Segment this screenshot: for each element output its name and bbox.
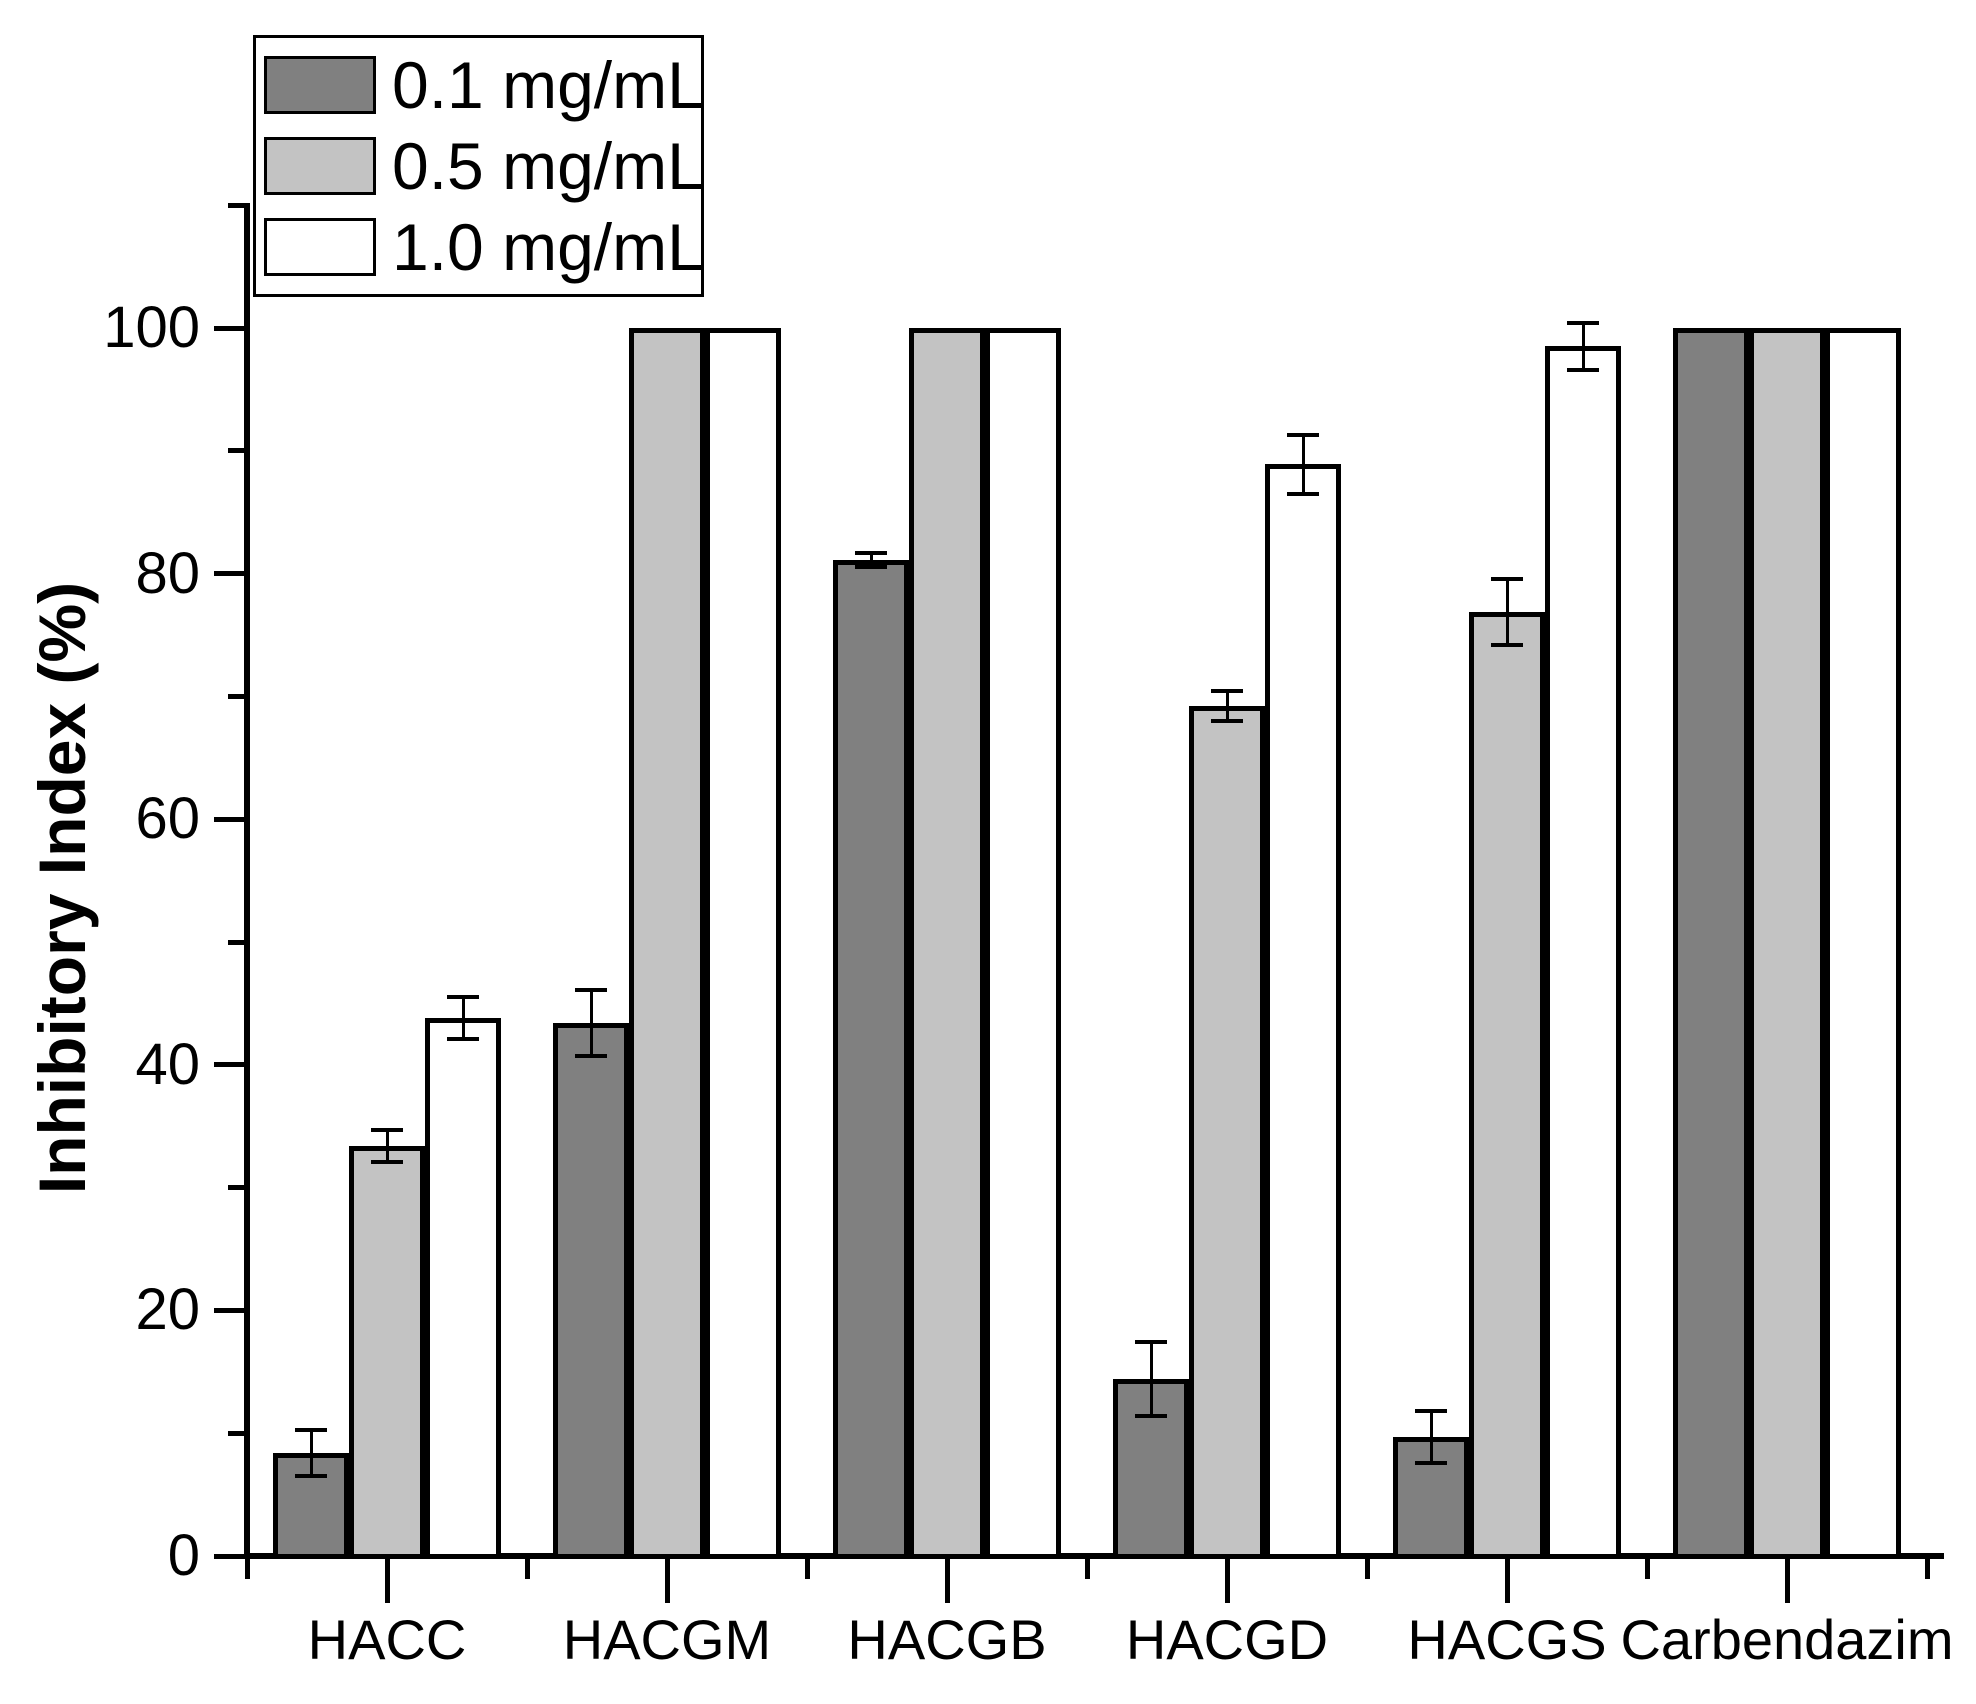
y-minor-tick bbox=[228, 693, 244, 699]
error-bar bbox=[1505, 578, 1509, 645]
error-bar-cap-top bbox=[447, 995, 479, 1000]
y-major-tick bbox=[214, 325, 244, 331]
x-category-label: HACGS bbox=[1407, 1608, 1607, 1671]
bar-1.0mg/mL-HACGD bbox=[1265, 464, 1341, 1559]
x-category-label: HACGB bbox=[847, 1608, 1047, 1671]
legend: 0.1 mg/mL 0.5 mg/mL 1.0 mg/mL bbox=[253, 35, 704, 297]
error-bar bbox=[309, 1429, 313, 1477]
error-bar bbox=[461, 997, 465, 1039]
error-bar-cap-bottom bbox=[1135, 1414, 1167, 1418]
bar-1.0mg/mL-HACGB bbox=[985, 328, 1061, 1559]
y-axis-title: Inhibitory Index (%) bbox=[25, 581, 99, 1195]
bar-0.5mg/mL-HACGD bbox=[1189, 706, 1265, 1559]
x-minor-tick bbox=[1084, 1559, 1090, 1579]
x-major-tick bbox=[1224, 1559, 1230, 1603]
error-bar bbox=[1581, 323, 1585, 370]
y-tick-label: 20 bbox=[135, 1277, 200, 1343]
error-bar-cap-top bbox=[1211, 689, 1243, 694]
legend-label: 0.5 mg/mL bbox=[392, 128, 704, 203]
error-bar-cap-bottom bbox=[575, 1054, 607, 1059]
legend-swatch-0.5mg bbox=[264, 136, 376, 195]
error-bar-cap-top bbox=[1287, 432, 1319, 437]
error-bar-cap-bottom bbox=[1491, 642, 1523, 647]
y-minor-tick bbox=[228, 1430, 244, 1436]
y-minor-tick bbox=[228, 202, 244, 208]
error-bar bbox=[869, 552, 873, 568]
error-bar-cap-bottom bbox=[855, 565, 887, 570]
y-major-tick bbox=[214, 1553, 244, 1559]
legend-item: 0.1 mg/mL bbox=[264, 47, 704, 122]
y-minor-tick bbox=[228, 939, 244, 945]
legend-label: 0.1 mg/mL bbox=[392, 47, 704, 122]
error-bar-cap-bottom bbox=[447, 1037, 479, 1041]
y-tick-label: 40 bbox=[135, 1031, 200, 1097]
error-bar-cap-bottom bbox=[1567, 367, 1599, 372]
x-category-label: Carbendazim bbox=[1620, 1608, 1954, 1671]
bar-1.0mg/mL-Carbendazim bbox=[1825, 328, 1901, 1559]
error-bar-cap-top bbox=[1567, 321, 1599, 326]
x-minor-tick bbox=[1924, 1559, 1930, 1579]
bar-1.0mg/mL-HACC bbox=[425, 1018, 501, 1559]
bar-0.1mg/mL-Carbendazim bbox=[1673, 328, 1749, 1559]
bar-0.5mg/mL-HACGM bbox=[629, 328, 705, 1559]
y-major-tick bbox=[214, 1307, 244, 1313]
x-major-tick bbox=[664, 1559, 670, 1603]
y-major-tick bbox=[214, 1062, 244, 1068]
error-bar bbox=[1301, 434, 1305, 494]
y-tick-label: 100 bbox=[103, 295, 200, 360]
error-bar bbox=[1149, 1342, 1153, 1416]
bar-1.0mg/mL-HACGM bbox=[705, 328, 781, 1559]
bar-0.1mg/mL-HACGM bbox=[553, 1023, 629, 1559]
x-minor-tick bbox=[804, 1559, 810, 1579]
x-minor-tick bbox=[1364, 1559, 1370, 1579]
y-major-tick bbox=[214, 571, 244, 577]
error-bar bbox=[385, 1129, 389, 1162]
error-bar-cap-bottom bbox=[371, 1159, 403, 1164]
legend-item: 0.5 mg/mL bbox=[264, 128, 704, 203]
x-minor-tick bbox=[1644, 1559, 1650, 1579]
x-major-tick bbox=[1504, 1559, 1510, 1603]
error-bar-cap-bottom bbox=[295, 1474, 327, 1479]
y-tick-label: 0 bbox=[167, 1523, 200, 1588]
y-minor-tick bbox=[228, 1185, 244, 1191]
error-bar bbox=[1225, 691, 1229, 721]
x-category-label: HACC bbox=[307, 1608, 467, 1671]
bar-0.5mg/mL-Carbendazim bbox=[1749, 328, 1825, 1559]
x-category-label: HACGD bbox=[1125, 1608, 1329, 1671]
legend-swatch-1.0mg bbox=[264, 218, 376, 277]
error-bar-cap-bottom bbox=[1415, 1460, 1447, 1465]
error-bar-cap-top bbox=[1415, 1409, 1447, 1414]
error-bar-cap-top bbox=[371, 1127, 403, 1132]
x-major-tick bbox=[384, 1559, 390, 1603]
x-major-tick bbox=[944, 1559, 950, 1603]
error-bar-cap-bottom bbox=[1287, 491, 1319, 496]
x-category-label: HACGM bbox=[562, 1608, 772, 1671]
y-tick-label: 60 bbox=[135, 786, 200, 852]
x-minor-tick bbox=[524, 1559, 530, 1579]
legend-swatch-0.1mg bbox=[264, 55, 376, 114]
y-tick-label: 80 bbox=[135, 540, 200, 606]
bar-1.0mg/mL-HACGS bbox=[1545, 346, 1621, 1559]
bar-0.5mg/mL-HACGS bbox=[1469, 611, 1545, 1559]
x-axis bbox=[244, 1553, 1944, 1559]
bar-0.5mg/mL-HACC bbox=[349, 1145, 425, 1559]
y-major-tick bbox=[214, 816, 244, 822]
error-bar-cap-bottom bbox=[1211, 718, 1243, 723]
y-axis bbox=[244, 203, 250, 1559]
y-minor-tick bbox=[228, 448, 244, 454]
error-bar bbox=[1429, 1411, 1433, 1463]
error-bar-cap-top bbox=[295, 1427, 327, 1432]
legend-item: 1.0 mg/mL bbox=[264, 210, 704, 285]
error-bar-cap-top bbox=[1135, 1340, 1167, 1345]
error-bar-cap-top bbox=[575, 987, 607, 992]
x-minor-tick bbox=[244, 1559, 250, 1579]
bar-0.1mg/mL-HACGB bbox=[833, 560, 909, 1559]
bar-0.5mg/mL-HACGB bbox=[909, 328, 985, 1559]
error-bar-cap-top bbox=[855, 550, 887, 555]
error-bar-cap-top bbox=[1491, 576, 1523, 581]
error-bar bbox=[589, 989, 593, 1057]
legend-label: 1.0 mg/mL bbox=[392, 210, 704, 285]
x-major-tick bbox=[1784, 1559, 1790, 1603]
